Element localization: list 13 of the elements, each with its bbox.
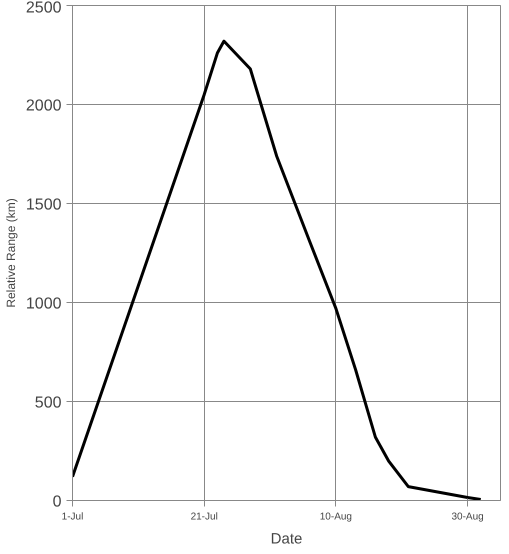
line-series: [72, 40, 482, 500]
x-tick-label: 10-Aug: [320, 512, 352, 522]
x-tick-label: 30-Aug: [451, 512, 484, 522]
y-tick-label: 2500: [26, 0, 62, 16]
y-tick-label: 1500: [26, 196, 62, 214]
y-tick-label: 2000: [26, 98, 62, 114]
y-tick-label: 0: [52, 494, 62, 510]
y-tick-label: 1000: [26, 296, 62, 312]
y-tick-label: 500: [34, 394, 62, 412]
x-tick-label: 1-Jul: [62, 512, 84, 522]
y-axis-title: Relative Range (km): [4, 198, 18, 308]
x-axis-title: Date: [270, 530, 302, 548]
x-tick-label: 21-Jul: [190, 512, 218, 522]
